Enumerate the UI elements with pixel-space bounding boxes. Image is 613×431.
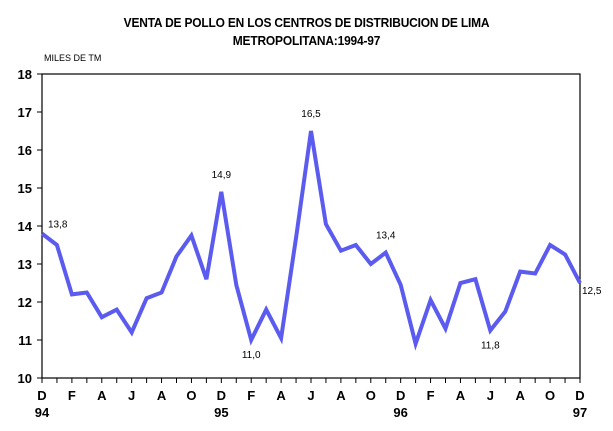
x-tick-label: A bbox=[456, 388, 466, 403]
x-year-label: 94 bbox=[35, 405, 50, 420]
x-tick-label: A bbox=[516, 388, 526, 403]
data-label: 11,8 bbox=[481, 341, 500, 352]
x-tick-label: F bbox=[247, 388, 255, 403]
y-axis-label: MILES DE TM bbox=[44, 53, 102, 63]
x-tick-label: D bbox=[575, 388, 584, 403]
data-label: 16,5 bbox=[301, 109, 321, 120]
y-tick-label: 18 bbox=[18, 67, 32, 82]
y-ticks: 10 11 12 13 14 15 16 17 18 bbox=[18, 67, 42, 386]
x-tick-label: A bbox=[336, 388, 346, 403]
x-year-label: 95 bbox=[214, 405, 228, 420]
x-tick-label: D bbox=[396, 388, 405, 403]
x-year-label: 97 bbox=[573, 405, 587, 420]
y-tick-label: 12 bbox=[18, 295, 32, 310]
data-label: 12,5 bbox=[582, 286, 602, 297]
y-tick-label: 16 bbox=[18, 143, 32, 158]
x-tick-label: O bbox=[186, 388, 196, 403]
x-ticks: D 94 F A J A O D 95 F A J A O D 96 F A J A O D 97 bbox=[35, 378, 587, 420]
series-line bbox=[40, 130, 582, 351]
x-tick-label: J bbox=[128, 388, 135, 403]
y-tick-label: 11 bbox=[18, 333, 32, 348]
data-labels: 13,8 14,9 11,0 16,5 13,4 11,8 12,5 bbox=[48, 109, 602, 361]
data-label: 13,4 bbox=[376, 231, 396, 242]
x-tick-label: F bbox=[427, 388, 435, 403]
x-year-label: 96 bbox=[393, 405, 407, 420]
x-tick-label: D bbox=[37, 388, 46, 403]
y-tick-label: 10 bbox=[18, 371, 32, 386]
x-tick-label: O bbox=[545, 388, 555, 403]
x-tick-label: J bbox=[487, 388, 494, 403]
y-tick-label: 14 bbox=[18, 219, 33, 234]
y-tick-label: 13 bbox=[18, 257, 32, 272]
chart-title: VENTA DE POLLO EN LOS CENTROS DE DISTRIB… bbox=[123, 15, 490, 30]
y-tick-label: 17 bbox=[18, 105, 32, 120]
y-tick-label: 15 bbox=[18, 181, 32, 196]
data-label: 13,8 bbox=[48, 220, 68, 231]
x-tick-label: F bbox=[68, 388, 76, 403]
x-tick-label: A bbox=[97, 388, 107, 403]
x-tick-label: A bbox=[276, 388, 286, 403]
chart-subtitle: METROPOLITANA:1994-97 bbox=[232, 33, 381, 48]
data-label: 11,0 bbox=[242, 350, 261, 361]
series-lines bbox=[40, 130, 582, 351]
x-tick-label: O bbox=[366, 388, 376, 403]
x-tick-label: D bbox=[217, 388, 226, 403]
data-label: 14,9 bbox=[212, 170, 232, 181]
x-tick-label: J bbox=[307, 388, 314, 403]
x-tick-label: A bbox=[157, 388, 167, 403]
